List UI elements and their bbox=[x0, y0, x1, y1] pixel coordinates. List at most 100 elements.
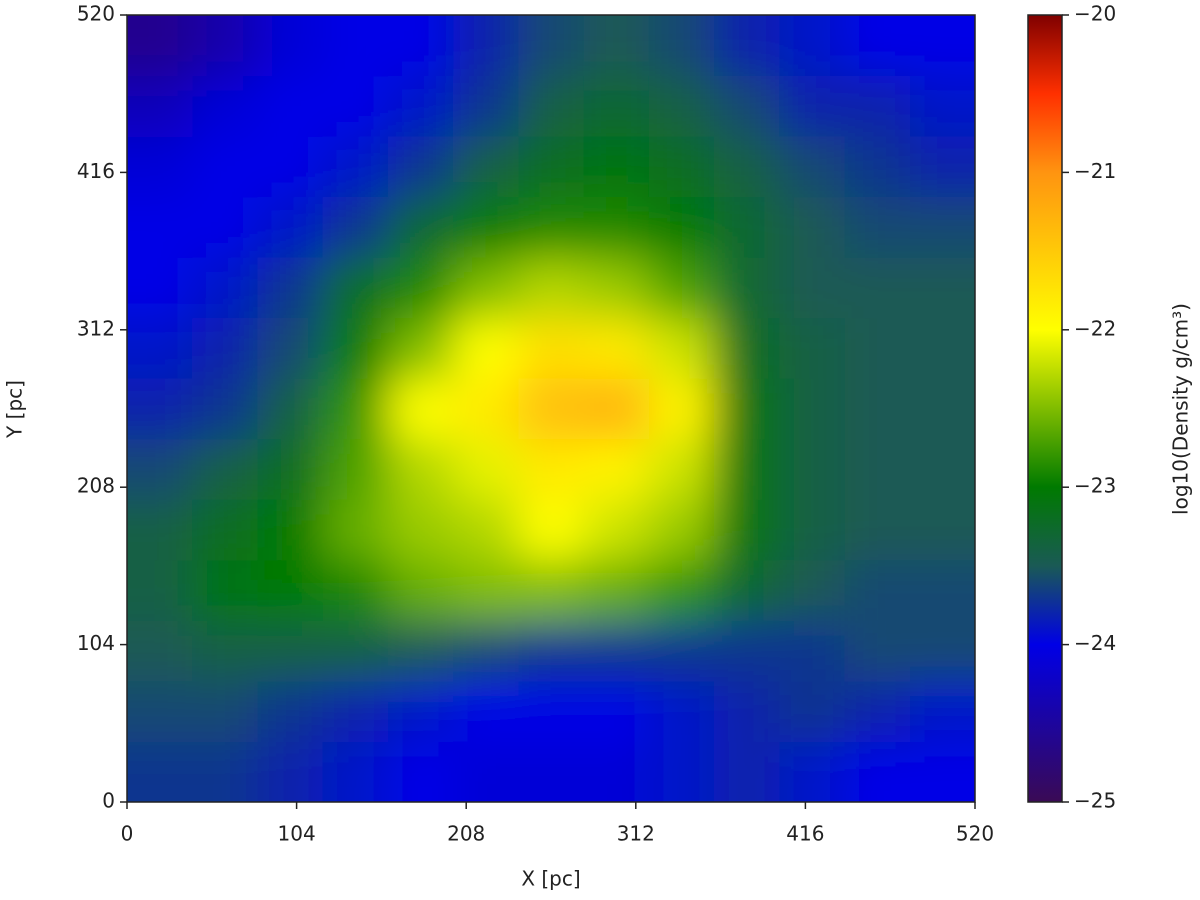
heat-cell bbox=[583, 559, 650, 621]
heat-cell bbox=[844, 680, 911, 742]
heat-cell bbox=[192, 438, 258, 500]
plot-frame bbox=[126, 14, 976, 803]
heat-cell bbox=[583, 438, 650, 500]
heat-cell bbox=[648, 317, 715, 379]
heat-cell bbox=[322, 499, 389, 561]
x-tick-label: 208 bbox=[447, 822, 485, 846]
heat-cell bbox=[779, 15, 846, 77]
heat-cell bbox=[192, 620, 258, 682]
heat-cell bbox=[779, 257, 846, 319]
heat-cell bbox=[844, 741, 911, 802]
heat-cell bbox=[779, 499, 846, 561]
y-tick-label: 312 bbox=[77, 316, 115, 340]
heat-cell bbox=[909, 741, 975, 802]
heat-cell bbox=[387, 136, 454, 198]
heat-cell bbox=[779, 438, 846, 500]
heat-cell bbox=[909, 680, 975, 742]
heat-cell bbox=[127, 196, 193, 258]
heat-cell bbox=[387, 15, 454, 77]
heat-cell bbox=[909, 378, 975, 440]
heat-cell bbox=[518, 257, 585, 319]
heat-cell bbox=[192, 680, 258, 742]
heat-cell bbox=[192, 499, 258, 561]
heat-cell bbox=[453, 499, 519, 561]
heat-cell bbox=[518, 438, 585, 500]
heat-cell bbox=[648, 741, 715, 802]
heat-cell bbox=[322, 378, 389, 440]
heat-cell bbox=[844, 559, 911, 621]
heat-cell bbox=[909, 317, 975, 379]
heat-cell bbox=[583, 741, 650, 802]
y-tick-label: 104 bbox=[77, 631, 115, 655]
heatmap bbox=[127, 15, 975, 802]
heat-cell bbox=[779, 378, 846, 440]
heat-cell bbox=[844, 620, 911, 682]
heat-cell bbox=[257, 75, 324, 137]
heat-cell bbox=[909, 257, 975, 319]
colorbar-tick-label: −25 bbox=[1074, 789, 1116, 813]
heat-cell bbox=[257, 378, 324, 440]
heat-cell bbox=[909, 196, 975, 258]
heat-cell bbox=[583, 499, 650, 561]
heat-cell bbox=[583, 15, 650, 77]
heat-cell bbox=[127, 559, 193, 621]
heat-cell bbox=[453, 378, 519, 440]
heat-cell bbox=[648, 680, 715, 742]
heat-cell bbox=[844, 317, 911, 379]
heat-cell bbox=[387, 680, 454, 742]
heat-cell bbox=[714, 15, 780, 77]
heat-cell bbox=[127, 620, 193, 682]
y-tick-label: 208 bbox=[77, 474, 115, 498]
x-tick-label: 416 bbox=[786, 822, 824, 846]
heat-cell bbox=[387, 196, 454, 258]
heat-cell bbox=[192, 317, 258, 379]
heat-cell bbox=[387, 620, 454, 682]
heat-cell bbox=[648, 559, 715, 621]
heat-cell bbox=[518, 680, 585, 742]
heat-cell bbox=[257, 559, 324, 621]
heat-cell bbox=[192, 15, 258, 77]
heat-cell bbox=[583, 680, 650, 742]
heat-cell bbox=[387, 499, 454, 561]
heat-cell bbox=[127, 438, 193, 500]
heat-cell bbox=[714, 257, 780, 319]
heat-cell bbox=[909, 499, 975, 561]
heat-cell bbox=[453, 196, 519, 258]
heat-cell bbox=[714, 620, 780, 682]
heat-cell bbox=[648, 499, 715, 561]
colorbar-tick-label: −23 bbox=[1074, 474, 1116, 498]
heat-cell bbox=[779, 559, 846, 621]
heat-cell bbox=[127, 15, 193, 77]
colorbar-label: log10(Density g/cm³) bbox=[1169, 303, 1193, 515]
heat-cell bbox=[192, 741, 258, 802]
heat-cell bbox=[714, 680, 780, 742]
heat-cell bbox=[583, 136, 650, 198]
heat-cell bbox=[257, 499, 324, 561]
heat-cell bbox=[714, 559, 780, 621]
heat-cell bbox=[844, 257, 911, 319]
heat-cell bbox=[844, 438, 911, 500]
heat-cell bbox=[322, 136, 389, 198]
heat-cell bbox=[583, 257, 650, 319]
heat-cell bbox=[322, 559, 389, 621]
heat-cell bbox=[322, 680, 389, 742]
heat-cell bbox=[127, 317, 193, 379]
heat-cell bbox=[648, 620, 715, 682]
heat-cell bbox=[127, 378, 193, 440]
heat-cell bbox=[192, 559, 258, 621]
heat-cell bbox=[127, 499, 193, 561]
heat-cell bbox=[257, 317, 324, 379]
heat-cell bbox=[127, 257, 193, 319]
heat-cell bbox=[453, 741, 519, 802]
heat-cell bbox=[453, 136, 519, 198]
heat-cell bbox=[844, 15, 911, 77]
heat-cell bbox=[127, 680, 193, 742]
heat-cell bbox=[583, 620, 650, 682]
heat-cell bbox=[192, 196, 258, 258]
heat-cell bbox=[322, 317, 389, 379]
x-tick-label: 520 bbox=[956, 822, 994, 846]
heat-cell bbox=[844, 196, 911, 258]
heat-cell bbox=[453, 317, 519, 379]
heat-cell bbox=[387, 438, 454, 500]
colorbar-tick-label: −24 bbox=[1074, 631, 1116, 655]
